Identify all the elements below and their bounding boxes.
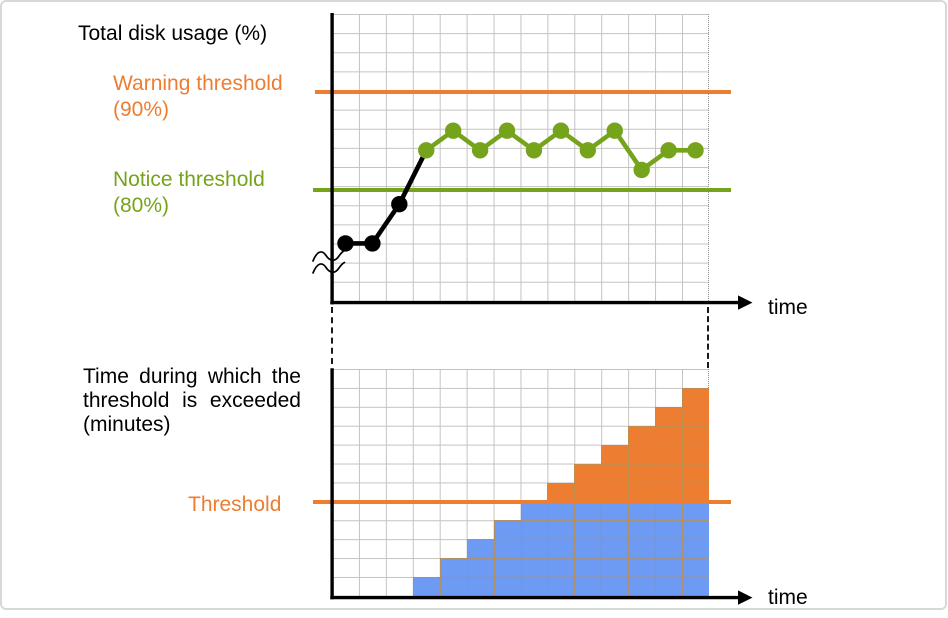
bar-below-threshold bbox=[601, 501, 629, 596]
bar-below-threshold bbox=[682, 501, 710, 596]
bar-below-threshold bbox=[439, 558, 468, 596]
bar-below-threshold bbox=[493, 520, 521, 596]
bar-above-threshold bbox=[628, 425, 656, 502]
bar-above-threshold bbox=[574, 463, 602, 502]
bar-below-threshold bbox=[547, 501, 575, 596]
bottom-chart-title: Time during which the threshold is excee… bbox=[83, 365, 301, 436]
exceeded-time-bars bbox=[332, 369, 710, 596]
bottom-threshold-label: Threshold bbox=[188, 493, 282, 516]
time-axis-label-bottom: time bbox=[768, 586, 808, 609]
disk-usage-plot-grid bbox=[332, 14, 709, 301]
warning-threshold-line bbox=[315, 89, 731, 94]
notice-threshold-line bbox=[313, 187, 731, 192]
bar-below-threshold bbox=[466, 539, 494, 596]
bar-above-threshold bbox=[682, 387, 710, 502]
connector-dashed-right bbox=[707, 307, 709, 368]
bar-below-threshold bbox=[628, 501, 656, 596]
warning-threshold-label: Warning threshold (90%) bbox=[113, 72, 283, 121]
exceeded-time-plot-grid bbox=[332, 369, 710, 596]
bar-above-threshold bbox=[655, 406, 683, 502]
bar-below-threshold bbox=[520, 501, 548, 596]
bar-below-threshold bbox=[574, 501, 602, 596]
bar-above-threshold bbox=[547, 482, 575, 502]
bar-below-threshold bbox=[412, 577, 441, 596]
bottom-threshold-line bbox=[313, 499, 731, 504]
bar-below-threshold bbox=[655, 501, 683, 596]
connector-dashed-left bbox=[331, 307, 333, 364]
top-chart-title: Total disk usage (%) bbox=[78, 22, 268, 45]
time-axis-label-top: time bbox=[768, 296, 808, 319]
notice-threshold-label: Notice threshold (80%) bbox=[113, 168, 265, 217]
bar-above-threshold bbox=[601, 444, 629, 502]
